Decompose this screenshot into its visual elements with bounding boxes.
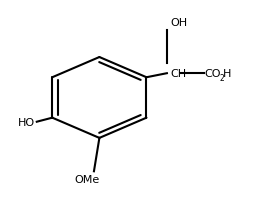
Text: 2: 2 xyxy=(219,73,224,82)
Text: CH: CH xyxy=(170,69,186,79)
Text: H: H xyxy=(223,69,232,79)
Text: HO: HO xyxy=(18,117,35,127)
Text: OMe: OMe xyxy=(75,174,100,184)
Text: CO: CO xyxy=(204,69,221,79)
Text: OH: OH xyxy=(170,18,187,28)
